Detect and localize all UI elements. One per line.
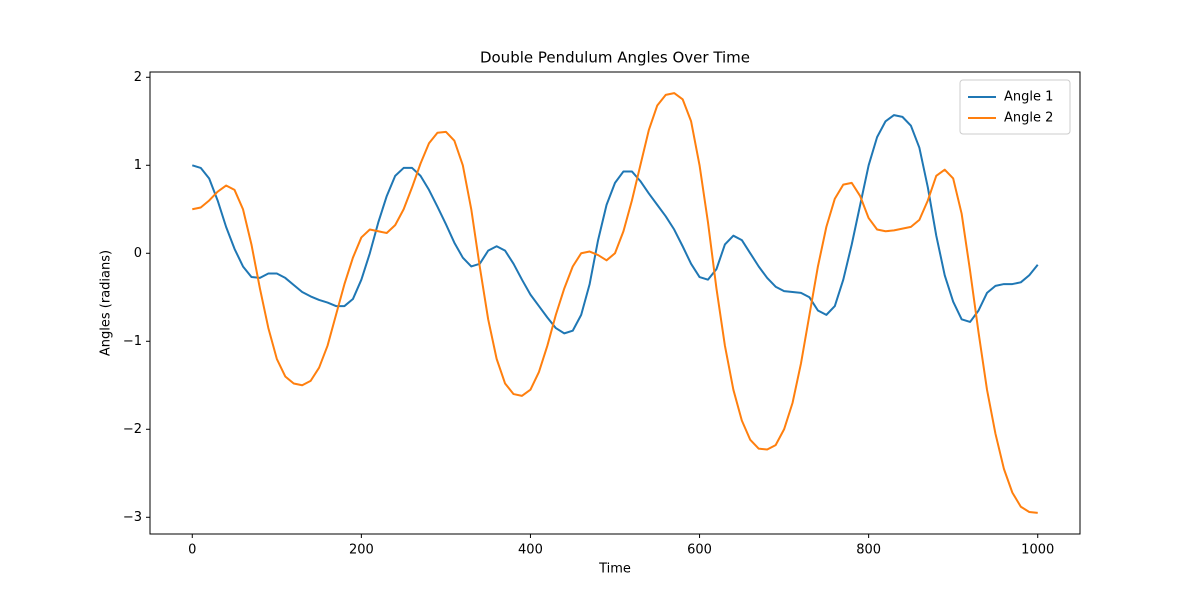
legend-label: Angle 1 [1004,90,1053,105]
y-tick-label: −3 [123,510,142,525]
y-tick-label: −1 [123,334,142,349]
y-tick-label: 0 [134,246,142,261]
y-tick-label: −2 [123,422,142,437]
line-series [191,114,1039,335]
x-tick-label: 200 [349,543,374,558]
x-tick-label: 800 [856,543,881,558]
line-series [192,92,1038,514]
x-tick-label: 400 [518,543,543,558]
x-tick-label: 0 [188,543,196,558]
plot-frame [149,71,1081,535]
x-axis-label: Time [598,562,631,577]
x-tick-label: 600 [687,543,712,558]
x-tick-label: 1000 [1021,543,1054,558]
y-tick-label: 2 [134,70,142,85]
y-tick-label: 1 [134,158,142,173]
legend-label: Angle 2 [1004,111,1053,126]
y-axis-label: Angles (radians) [99,250,114,356]
chart-title: Double Pendulum Angles Over Time [480,49,750,67]
legend-box [959,79,1071,135]
